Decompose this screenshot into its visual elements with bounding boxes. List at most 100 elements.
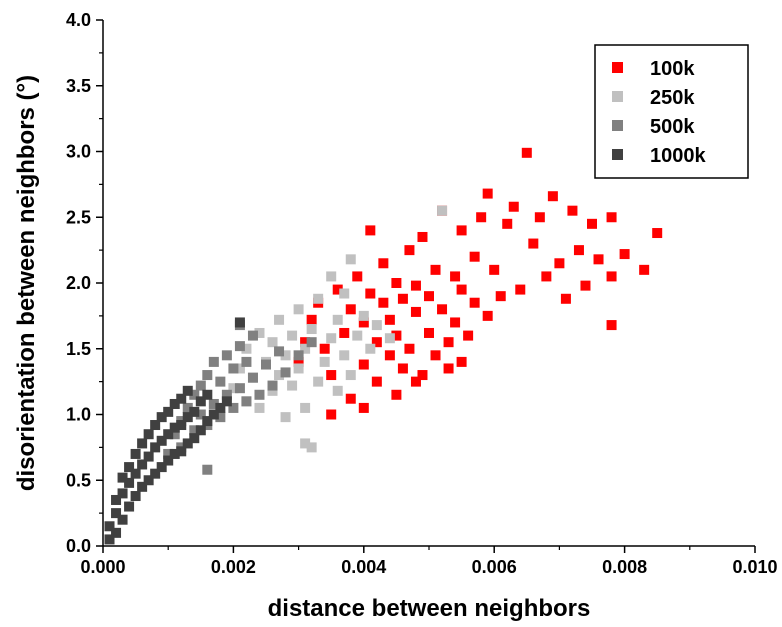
- data-point: [300, 438, 311, 449]
- y-tick-label: 1.5: [66, 339, 91, 359]
- data-point: [117, 472, 128, 483]
- data-point: [489, 264, 500, 275]
- data-point: [332, 284, 343, 295]
- data-point: [437, 304, 448, 315]
- legend: 100k 250k 500k 1000k: [594, 44, 749, 179]
- data-point: [163, 406, 174, 417]
- data-point: [306, 337, 317, 348]
- data-point: [567, 205, 578, 216]
- data-point: [280, 367, 291, 378]
- data-point: [195, 396, 206, 407]
- data-point: [182, 438, 193, 449]
- data-point: [111, 494, 122, 505]
- data-point: [234, 363, 245, 374]
- data-point: [606, 212, 617, 223]
- data-point: [358, 402, 369, 413]
- data-point: [358, 317, 369, 328]
- data-point: [195, 425, 206, 436]
- data-point: [182, 385, 193, 396]
- data-point: [156, 462, 167, 473]
- data-point: [287, 330, 298, 341]
- data-point: [163, 455, 174, 466]
- data-point: [326, 409, 337, 420]
- data-point: [130, 468, 141, 479]
- data-point: [169, 422, 180, 433]
- data-point: [137, 459, 148, 470]
- y-tick-label: 0.0: [66, 536, 91, 556]
- data-point: [280, 350, 291, 361]
- data-point: [228, 402, 239, 413]
- data-point: [221, 350, 232, 361]
- data-point: [326, 271, 337, 282]
- legend-label: 100k: [650, 58, 695, 80]
- data-point: [313, 293, 324, 304]
- data-point: [274, 370, 285, 381]
- data-markers: [104, 147, 663, 545]
- data-point: [182, 412, 193, 423]
- data-point: [580, 280, 591, 291]
- data-point: [332, 314, 343, 325]
- data-point: [326, 370, 337, 381]
- data-point: [274, 314, 285, 325]
- legend-marker: [612, 120, 623, 131]
- data-point: [384, 333, 395, 344]
- data-point: [358, 359, 369, 370]
- data-point: [534, 212, 545, 223]
- data-point: [410, 280, 421, 291]
- data-point: [150, 442, 161, 453]
- data-point: [202, 416, 213, 427]
- data-point: [254, 389, 265, 400]
- data-point: [163, 429, 174, 440]
- data-point: [339, 327, 350, 338]
- data-point: [247, 330, 258, 341]
- data-point: [352, 271, 363, 282]
- data-point: [476, 212, 487, 223]
- legend-marker: [612, 149, 623, 160]
- legend-label: 250k: [650, 87, 695, 109]
- data-point: [378, 258, 389, 269]
- x-tick-label: 0.010: [732, 557, 777, 577]
- data-point: [176, 420, 187, 431]
- data-point: [319, 343, 330, 354]
- data-point: [560, 293, 571, 304]
- series-1000k: [104, 317, 245, 545]
- data-point: [208, 356, 219, 367]
- y-tick-label: 3.5: [66, 76, 91, 96]
- data-point: [639, 264, 650, 275]
- data-point: [391, 278, 402, 288]
- data-point: [521, 147, 532, 158]
- data-point: [450, 317, 461, 328]
- y-tick-label: 3.0: [66, 142, 91, 162]
- data-point: [215, 412, 226, 423]
- data-point: [111, 508, 122, 519]
- x-tick-label: 0.006: [472, 557, 517, 577]
- y-tick-label: 2.5: [66, 207, 91, 227]
- data-point: [189, 433, 200, 444]
- data-point: [215, 402, 226, 413]
- x-tick-label: 0.008: [602, 557, 647, 577]
- data-point: [606, 320, 617, 331]
- data-point: [104, 534, 115, 545]
- data-point: [267, 385, 278, 396]
- data-point: [463, 330, 474, 341]
- data-point: [300, 402, 311, 413]
- x-axis-title: distance between neighbors: [268, 595, 591, 622]
- y-tick-label: 4.0: [66, 10, 91, 30]
- legend-marker: [612, 91, 623, 102]
- data-point: [515, 284, 526, 295]
- plot-area: 0.000 0.002 0.004 0.006 0.008 0.010 0.0 0.5 1.0…: [66, 10, 778, 577]
- data-point: [404, 245, 415, 256]
- data-point: [137, 481, 148, 492]
- data-point: [202, 370, 213, 381]
- x-tick-label: 0.004: [341, 557, 386, 577]
- data-point: [156, 412, 167, 423]
- data-point: [652, 228, 663, 239]
- x-tick-label: 0.000: [80, 557, 125, 577]
- data-point: [228, 383, 239, 394]
- data-point: [587, 218, 597, 229]
- data-point: [124, 501, 135, 512]
- data-point: [293, 363, 304, 374]
- data-point: [384, 314, 395, 325]
- data-point: [241, 343, 252, 354]
- data-point: [456, 225, 467, 236]
